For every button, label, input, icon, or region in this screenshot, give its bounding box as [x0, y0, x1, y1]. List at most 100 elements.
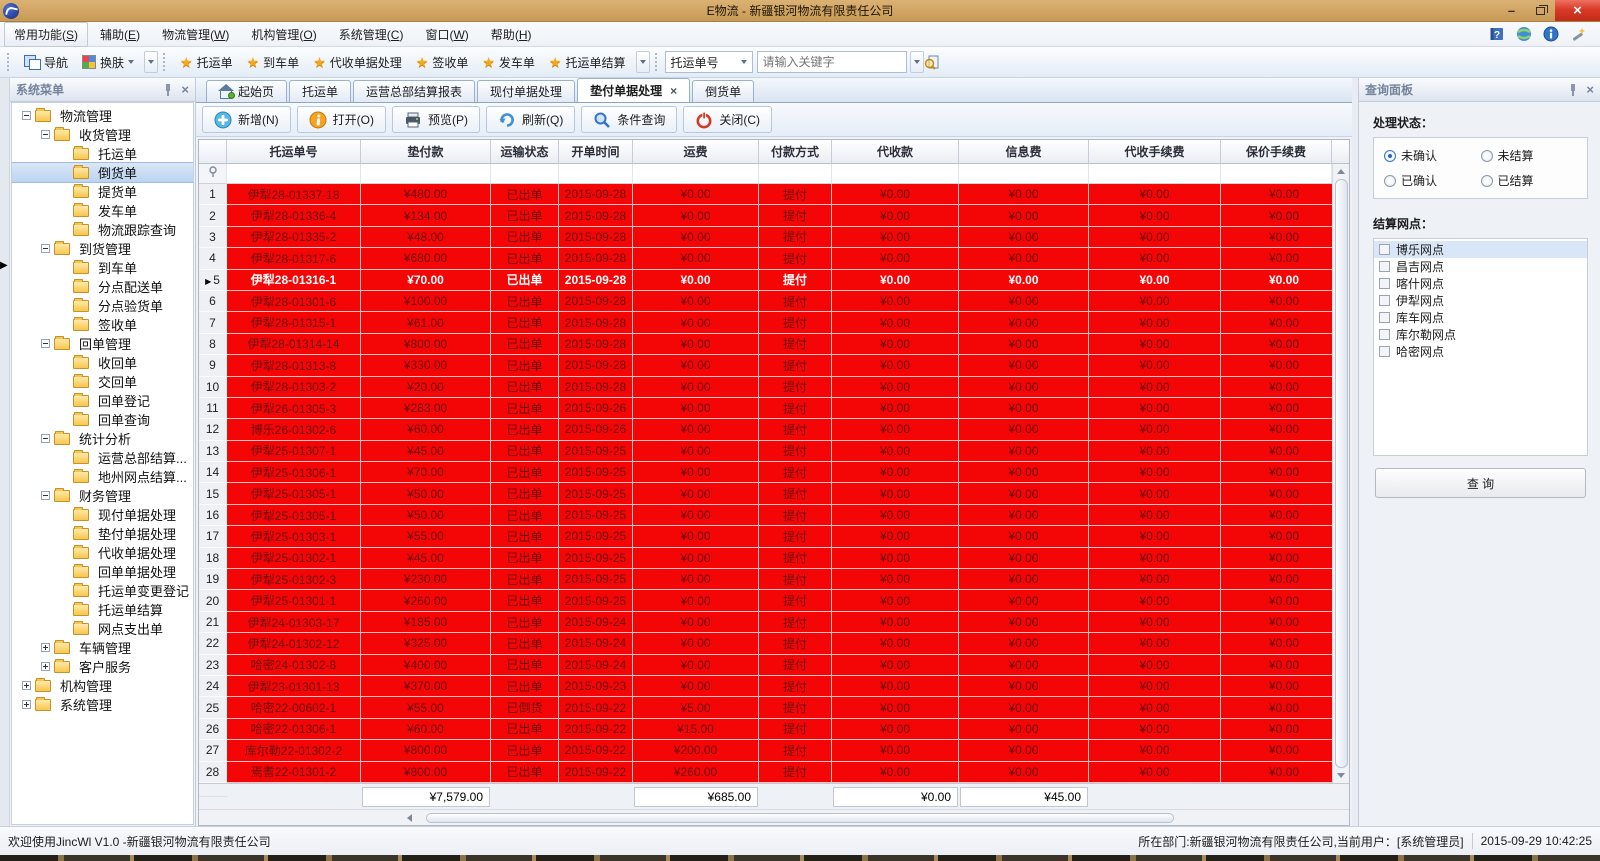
favorite-button-0[interactable]: 托运单: [173, 51, 240, 74]
cell[interactable]: ¥0.00: [832, 248, 959, 270]
vertical-scroll-thumb[interactable]: [1334, 179, 1348, 768]
cell[interactable]: ¥260.00: [361, 590, 491, 612]
search-field-selector[interactable]: 托运单号: [664, 51, 753, 73]
cell[interactable]: ¥70.00: [361, 462, 491, 484]
cell[interactable]: ¥680.00: [361, 248, 491, 270]
tree-expander-icon[interactable]: [22, 681, 31, 690]
cell[interactable]: ¥0.00: [1221, 611, 1348, 634]
cell[interactable]: 已出单: [491, 397, 559, 420]
cell[interactable]: ¥0.00: [959, 590, 1089, 612]
action-button-5[interactable]: 关闭(C): [683, 106, 773, 133]
table-row-18[interactable]: 18 伊犁25-01302-1 ¥45.00 已出单 2015-09-25 ¥0.00 提付…: [199, 547, 1349, 570]
cell[interactable]: ¥0.00: [959, 226, 1089, 249]
cell[interactable]: ¥0.00: [1221, 740, 1348, 762]
cell[interactable]: ¥0.00: [959, 654, 1089, 676]
cell[interactable]: 提付: [759, 312, 832, 334]
cell[interactable]: ¥0.00: [1221, 654, 1348, 676]
menu-item-1[interactable]: 辅助(E): [100, 27, 141, 42]
tree-expander-icon[interactable]: [41, 339, 50, 348]
row-number[interactable]: 26: [199, 718, 227, 741]
horizontal-scroll-thumb[interactable]: [426, 812, 1174, 823]
cell[interactable]: 2015-09-28: [559, 312, 633, 334]
cell[interactable]: ¥0.00: [1089, 184, 1221, 206]
filter-pin-icon[interactable]: [208, 166, 218, 181]
cell[interactable]: 伊犁25-01305-1: [227, 504, 361, 527]
table-row-26[interactable]: 26 哈密22-01306-1 ¥60.00 已出单 2015-09-22 ¥15.00 提…: [199, 718, 1349, 741]
cell[interactable]: 2015-09-28: [559, 205, 633, 227]
cell[interactable]: ¥0.00: [633, 547, 759, 570]
dock-strip[interactable]: [0, 78, 10, 826]
cell[interactable]: ¥0.00: [959, 376, 1089, 398]
row-number[interactable]: 13: [199, 440, 227, 463]
cell[interactable]: 提付: [759, 611, 832, 634]
toolbar-grip[interactable]: [7, 53, 12, 71]
cell[interactable]: 提付: [759, 526, 832, 548]
cell[interactable]: 伊犁25-01302-3: [227, 569, 361, 591]
cell[interactable]: 2015-09-28: [559, 333, 633, 356]
cell[interactable]: ¥0.00: [1089, 376, 1221, 398]
tree-item-1[interactable]: 收货管理: [12, 125, 193, 144]
cell[interactable]: ¥0.00: [1089, 675, 1221, 698]
row-number[interactable]: 1: [199, 184, 227, 206]
cell[interactable]: 2015-09-25: [559, 547, 633, 570]
column-header-3[interactable]: 开单时间: [559, 140, 633, 164]
table-row-19[interactable]: 19 伊犁25-01302-3 ¥230.00 已出单 2015-09-25 ¥0.00 提…: [199, 569, 1349, 591]
cell[interactable]: 已出单: [491, 248, 559, 270]
help-book-icon[interactable]: ?: [1488, 26, 1505, 43]
cell[interactable]: 2015-09-28: [559, 248, 633, 270]
network-item-0[interactable]: 博乐网点: [1374, 241, 1587, 258]
cell[interactable]: ¥0.00: [633, 590, 759, 612]
network-item-4[interactable]: 库车网点: [1374, 309, 1587, 326]
tree-item-28[interactable]: 车辆管理: [12, 638, 193, 657]
cell[interactable]: 已出单: [491, 633, 559, 655]
tree-item-16[interactable]: 回单查询: [12, 410, 193, 429]
cell[interactable]: ¥0.00: [959, 205, 1089, 227]
cell[interactable]: 伊犁28-01335-2: [227, 226, 361, 249]
cell[interactable]: 已出单: [491, 184, 559, 206]
cell[interactable]: 2015-09-24: [559, 611, 633, 634]
action-button-3[interactable]: 刷新(Q): [486, 106, 576, 133]
cell[interactable]: ¥0.00: [633, 248, 759, 270]
checkbox-icon[interactable]: [1379, 329, 1390, 340]
cell[interactable]: ¥0.00: [1089, 333, 1221, 356]
cell[interactable]: 2015-09-25: [559, 504, 633, 527]
row-number[interactable]: 9: [199, 355, 227, 377]
row-number[interactable]: 6: [199, 290, 227, 313]
cell[interactable]: ¥60.00: [361, 718, 491, 741]
cell[interactable]: ¥55.00: [361, 697, 491, 719]
cell[interactable]: 提付: [759, 397, 832, 420]
table-row-27[interactable]: 27 库尔勒22-01302-2 ¥800.00 已出单 2015-09-22 ¥200.…: [199, 740, 1349, 762]
cell[interactable]: 伊犁28-01314-14: [227, 333, 361, 356]
cell[interactable]: ¥0.00: [832, 440, 959, 463]
tab-close-icon[interactable]: [670, 84, 677, 98]
tree-item-12[interactable]: 回单管理: [12, 334, 193, 353]
cell[interactable]: ¥0.00: [832, 740, 959, 762]
cell[interactable]: ¥0.00: [633, 462, 759, 484]
cell[interactable]: 2015-09-22: [559, 697, 633, 719]
cell[interactable]: 2015-09-25: [559, 462, 633, 484]
cell[interactable]: ¥0.00: [1221, 290, 1348, 313]
cell[interactable]: ¥0.00: [633, 355, 759, 377]
cell[interactable]: ¥0.00: [633, 526, 759, 548]
cell[interactable]: ¥45.00: [361, 547, 491, 570]
cell[interactable]: ¥60.00: [361, 419, 491, 441]
column-header-5[interactable]: 付款方式: [759, 140, 832, 164]
cell[interactable]: ¥0.00: [959, 440, 1089, 463]
row-number[interactable]: 25: [199, 697, 227, 719]
action-button-4[interactable]: 条件查询: [581, 106, 678, 133]
menu-item-3[interactable]: 机构管理(O): [251, 27, 317, 42]
cell[interactable]: 2015-09-22: [559, 718, 633, 741]
cell[interactable]: ¥0.00: [1089, 462, 1221, 484]
tab-4[interactable]: 垫付单据处理: [577, 78, 691, 102]
row-number[interactable]: 23: [199, 654, 227, 676]
row-number[interactable]: 24: [199, 675, 227, 698]
cell[interactable]: ¥0.00: [1089, 697, 1221, 719]
tree-item-18[interactable]: 运营总部结算...: [12, 448, 193, 467]
row-number[interactable]: 2: [199, 205, 227, 227]
cell[interactable]: 博乐26-01302-6: [227, 419, 361, 441]
tab-1[interactable]: 托运单: [289, 80, 352, 102]
cell[interactable]: ¥0.00: [1221, 697, 1348, 719]
cell[interactable]: ¥400.00: [361, 654, 491, 676]
cell[interactable]: ¥50.00: [361, 483, 491, 505]
cell[interactable]: ¥0.00: [959, 526, 1089, 548]
